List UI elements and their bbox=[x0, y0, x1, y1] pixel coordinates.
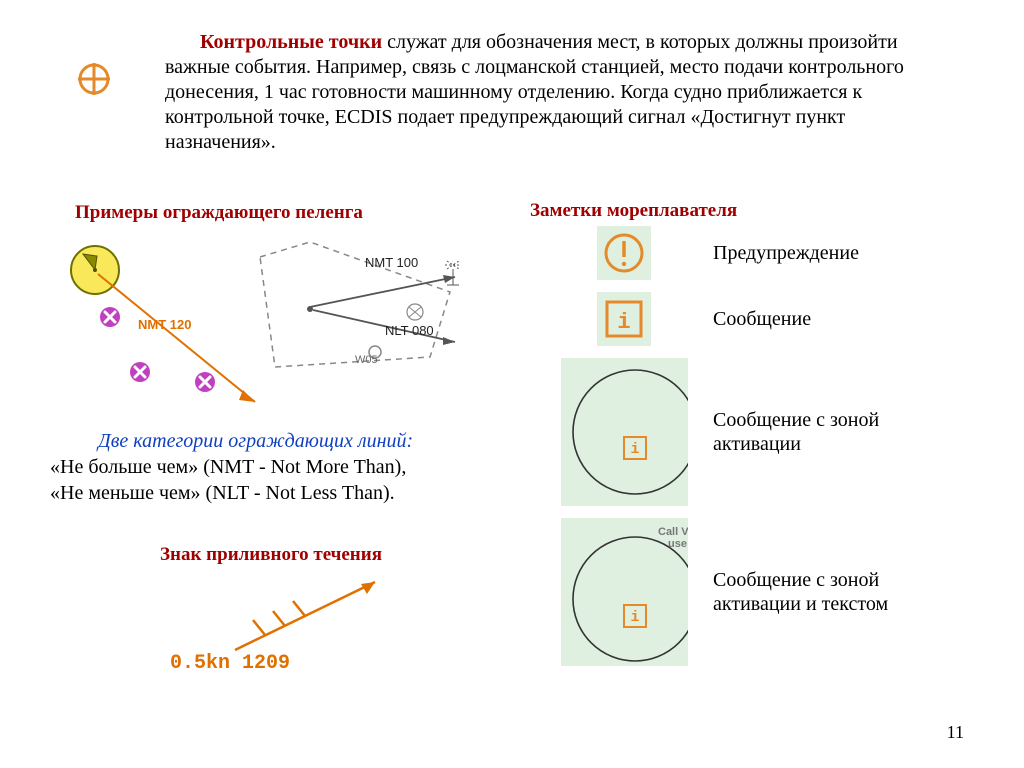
svg-text:use: use bbox=[668, 538, 687, 550]
call-vts-label: Call VTS bbox=[658, 526, 688, 538]
checkpoint-icon bbox=[75, 60, 113, 98]
message-zone-icon: i bbox=[560, 357, 688, 507]
bearing-diagram: NMT 100 NLT 080 W05 bbox=[65, 232, 485, 422]
categories-line2: «Не больше чем» (NMT - Not More Than), bbox=[50, 456, 406, 478]
note-msgzone-label: Сообщение с зоной активации bbox=[713, 408, 913, 456]
navigator-notes: Предупреждение i Сообщение i bbox=[560, 225, 980, 677]
categories-heading: Две категории ограждающих линий: bbox=[98, 430, 413, 452]
note-message-label: Сообщение bbox=[713, 307, 811, 331]
intro-paragraph: Контрольные точки служат для обозначения… bbox=[165, 30, 925, 155]
note-warning-label: Предупреждение bbox=[713, 241, 859, 265]
svg-text:i: i bbox=[630, 609, 639, 626]
tide-title: Знак приливного течения bbox=[160, 544, 382, 566]
bearing-title: Примеры ограждающего пеленга bbox=[75, 202, 363, 224]
map-nlt080-label: NLT 080 bbox=[385, 323, 434, 338]
categories-line3: «Не меньше чем» (NLT - Not Less Than). bbox=[50, 482, 395, 504]
warning-icon bbox=[596, 225, 652, 281]
intro-bold: Контрольные точки bbox=[200, 31, 382, 53]
map-nmt100-label: NMT 100 bbox=[365, 255, 418, 270]
svg-text:i: i bbox=[617, 310, 630, 335]
page-number: 11 bbox=[947, 722, 964, 743]
categories-block: Две категории ограждающих линий: «Не бол… bbox=[50, 428, 490, 506]
message-icon: i bbox=[596, 291, 652, 347]
map-w05-label: W05 bbox=[355, 354, 378, 366]
notes-title: Заметки мореплавателя bbox=[530, 200, 737, 222]
nmt120-label: NMT 120 bbox=[138, 317, 191, 332]
note-msgzonetext-label: Сообщение с зоной активации и текстом bbox=[713, 568, 913, 616]
svg-text:i: i bbox=[630, 441, 639, 458]
message-zone-text-icon: i Call VTS use bbox=[560, 517, 688, 667]
tide-value: 0.5kn 1209 bbox=[170, 652, 290, 675]
tide-arrow-icon bbox=[225, 570, 405, 660]
